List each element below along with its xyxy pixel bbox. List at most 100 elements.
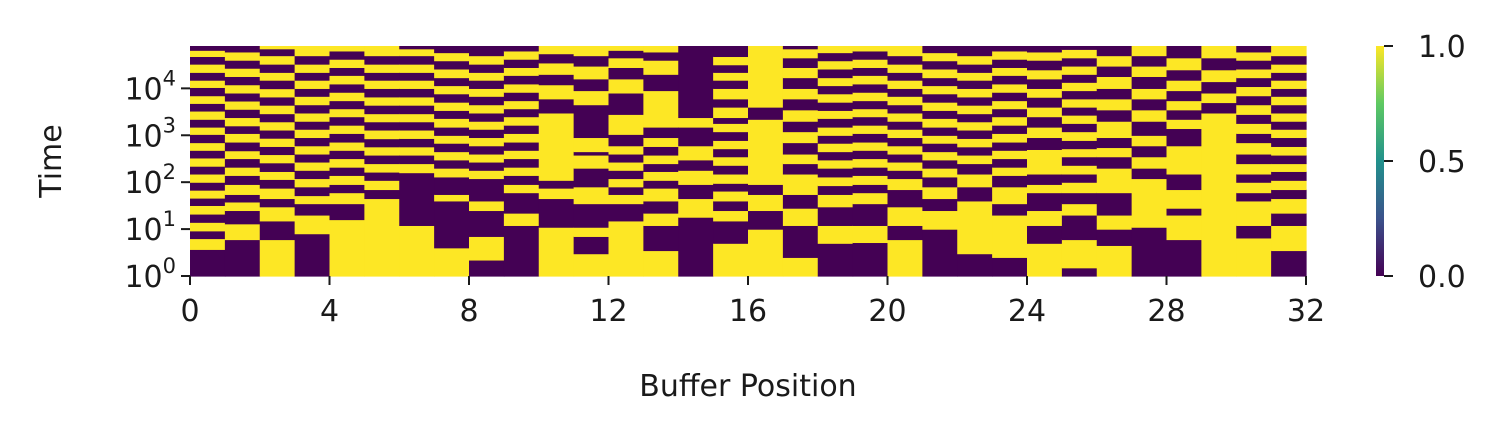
heatmap-cell: [922, 229, 958, 277]
x-tick-label: 12: [589, 294, 627, 329]
heatmap-cell: [399, 64, 435, 73]
heatmap-cell: [1271, 112, 1307, 122]
heatmap-cell: [1027, 210, 1063, 226]
heatmap-cell: [957, 129, 993, 139]
heatmap-cell: [224, 68, 261, 77]
heatmap-cell: [782, 153, 819, 165]
heatmap-cell: [782, 142, 819, 155]
heatmap-cell: [1166, 208, 1202, 216]
heatmap-cell: [224, 201, 261, 212]
heatmap-cell: [713, 165, 749, 175]
heatmap-cell: [782, 163, 819, 175]
heatmap-cell: [922, 135, 958, 144]
heatmap-cell: [190, 80, 226, 88]
heatmap-cell: [1096, 168, 1133, 194]
heatmap-cell: [190, 72, 226, 81]
heatmap-cell: [503, 225, 540, 277]
heatmap-cell: [573, 55, 610, 67]
heatmap-cell: [713, 173, 749, 184]
heatmap-cell: [294, 112, 331, 122]
heatmap-cell: [678, 117, 714, 128]
heatmap-cell: [469, 80, 505, 89]
heatmap-cell: [922, 77, 958, 87]
heatmap-cell: [434, 135, 470, 144]
heatmap-cell: [817, 185, 854, 195]
heatmap-cell: [1236, 182, 1272, 194]
heatmap-cell: [817, 68, 854, 79]
heatmap-cell: [957, 121, 993, 131]
heatmap-cell: [1271, 250, 1307, 277]
heatmap-cell: [1027, 51, 1063, 61]
heatmap-cell: [259, 220, 296, 241]
heatmap-cell: [1201, 92, 1237, 104]
heatmap-cell: [643, 74, 679, 92]
heatmap-cell: [1061, 49, 1098, 59]
heatmap-cell: [1131, 145, 1168, 158]
heatmap-cell: [294, 80, 331, 89]
heatmap-cell: [364, 55, 400, 65]
heatmap-cell: [294, 72, 331, 81]
heatmap-cell: [643, 180, 679, 189]
heatmap-cell: [224, 60, 261, 69]
heatmap-cell: [1271, 88, 1307, 97]
heatmap-cell: [1131, 168, 1168, 180]
heatmap-cell: [1061, 115, 1098, 124]
heatmap-cell: [190, 213, 226, 223]
heatmap-cell: [643, 146, 679, 156]
heatmap-cell: [1027, 116, 1063, 128]
heatmap-cell: [538, 198, 575, 228]
heatmap-cell: [852, 67, 889, 76]
heatmap-cell: [538, 180, 575, 189]
heatmap-cell: [992, 186, 1028, 205]
heatmap-cell: [817, 127, 854, 136]
heatmap-cell: [399, 72, 435, 81]
heatmap-cell: [852, 108, 889, 118]
heatmap-cell: [957, 55, 993, 65]
heatmap-cell: [817, 85, 854, 95]
heatmap-cell: [1061, 173, 1098, 183]
heatmap-cell: [434, 102, 470, 111]
heatmap-cell: [992, 108, 1028, 118]
heatmap-cell: [887, 153, 923, 163]
heatmap-cell: [1236, 60, 1272, 70]
heatmap-cell: [538, 188, 575, 200]
heatmap-cell: [1027, 184, 1063, 194]
heatmap-cell: [434, 118, 470, 128]
heatmap-cell: [1096, 109, 1133, 122]
heatmap-cell: [608, 220, 644, 277]
heatmap-cell: [1271, 96, 1307, 106]
heatmap-cell: [782, 57, 819, 68]
heatmap-cell: [608, 78, 644, 94]
heatmap-cell: [608, 178, 644, 188]
heatmap-cell: [399, 163, 435, 174]
heatmap-cell: [329, 150, 365, 160]
heatmap-cell: [1271, 180, 1307, 191]
heatmap-cell: [713, 98, 749, 108]
heatmap-cell: [190, 198, 226, 206]
heatmap-cell: [643, 250, 679, 277]
heatmap-cell: [922, 118, 958, 128]
heatmap-cell: [469, 161, 505, 171]
heatmap-cell: [364, 198, 400, 277]
heatmap-cell: [1271, 80, 1307, 89]
heatmap-cell: [643, 90, 679, 128]
heatmap-cell: [573, 203, 610, 228]
heatmap-cell: [748, 194, 784, 212]
heatmap-cell: [1027, 60, 1063, 71]
heatmap-cell: [294, 178, 331, 188]
x-tick-label: 0: [180, 294, 199, 329]
heatmap-cell: [922, 198, 958, 212]
heatmap-cell: [713, 131, 749, 141]
heatmap-cell: [922, 68, 958, 79]
heatmap-cell: [503, 46, 540, 52]
heatmap-cell: [538, 46, 575, 55]
heatmap-cell: [1271, 154, 1307, 165]
heatmap-cell: [329, 116, 365, 126]
heatmap-cell: [573, 151, 610, 156]
heatmap-cell: [1166, 80, 1202, 92]
heatmap-cell: [957, 72, 993, 81]
heatmap-cell: [713, 148, 749, 158]
heatmap-cell: [364, 163, 400, 173]
heatmap-cell: [1061, 82, 1098, 92]
heatmap-cell: [259, 80, 296, 90]
